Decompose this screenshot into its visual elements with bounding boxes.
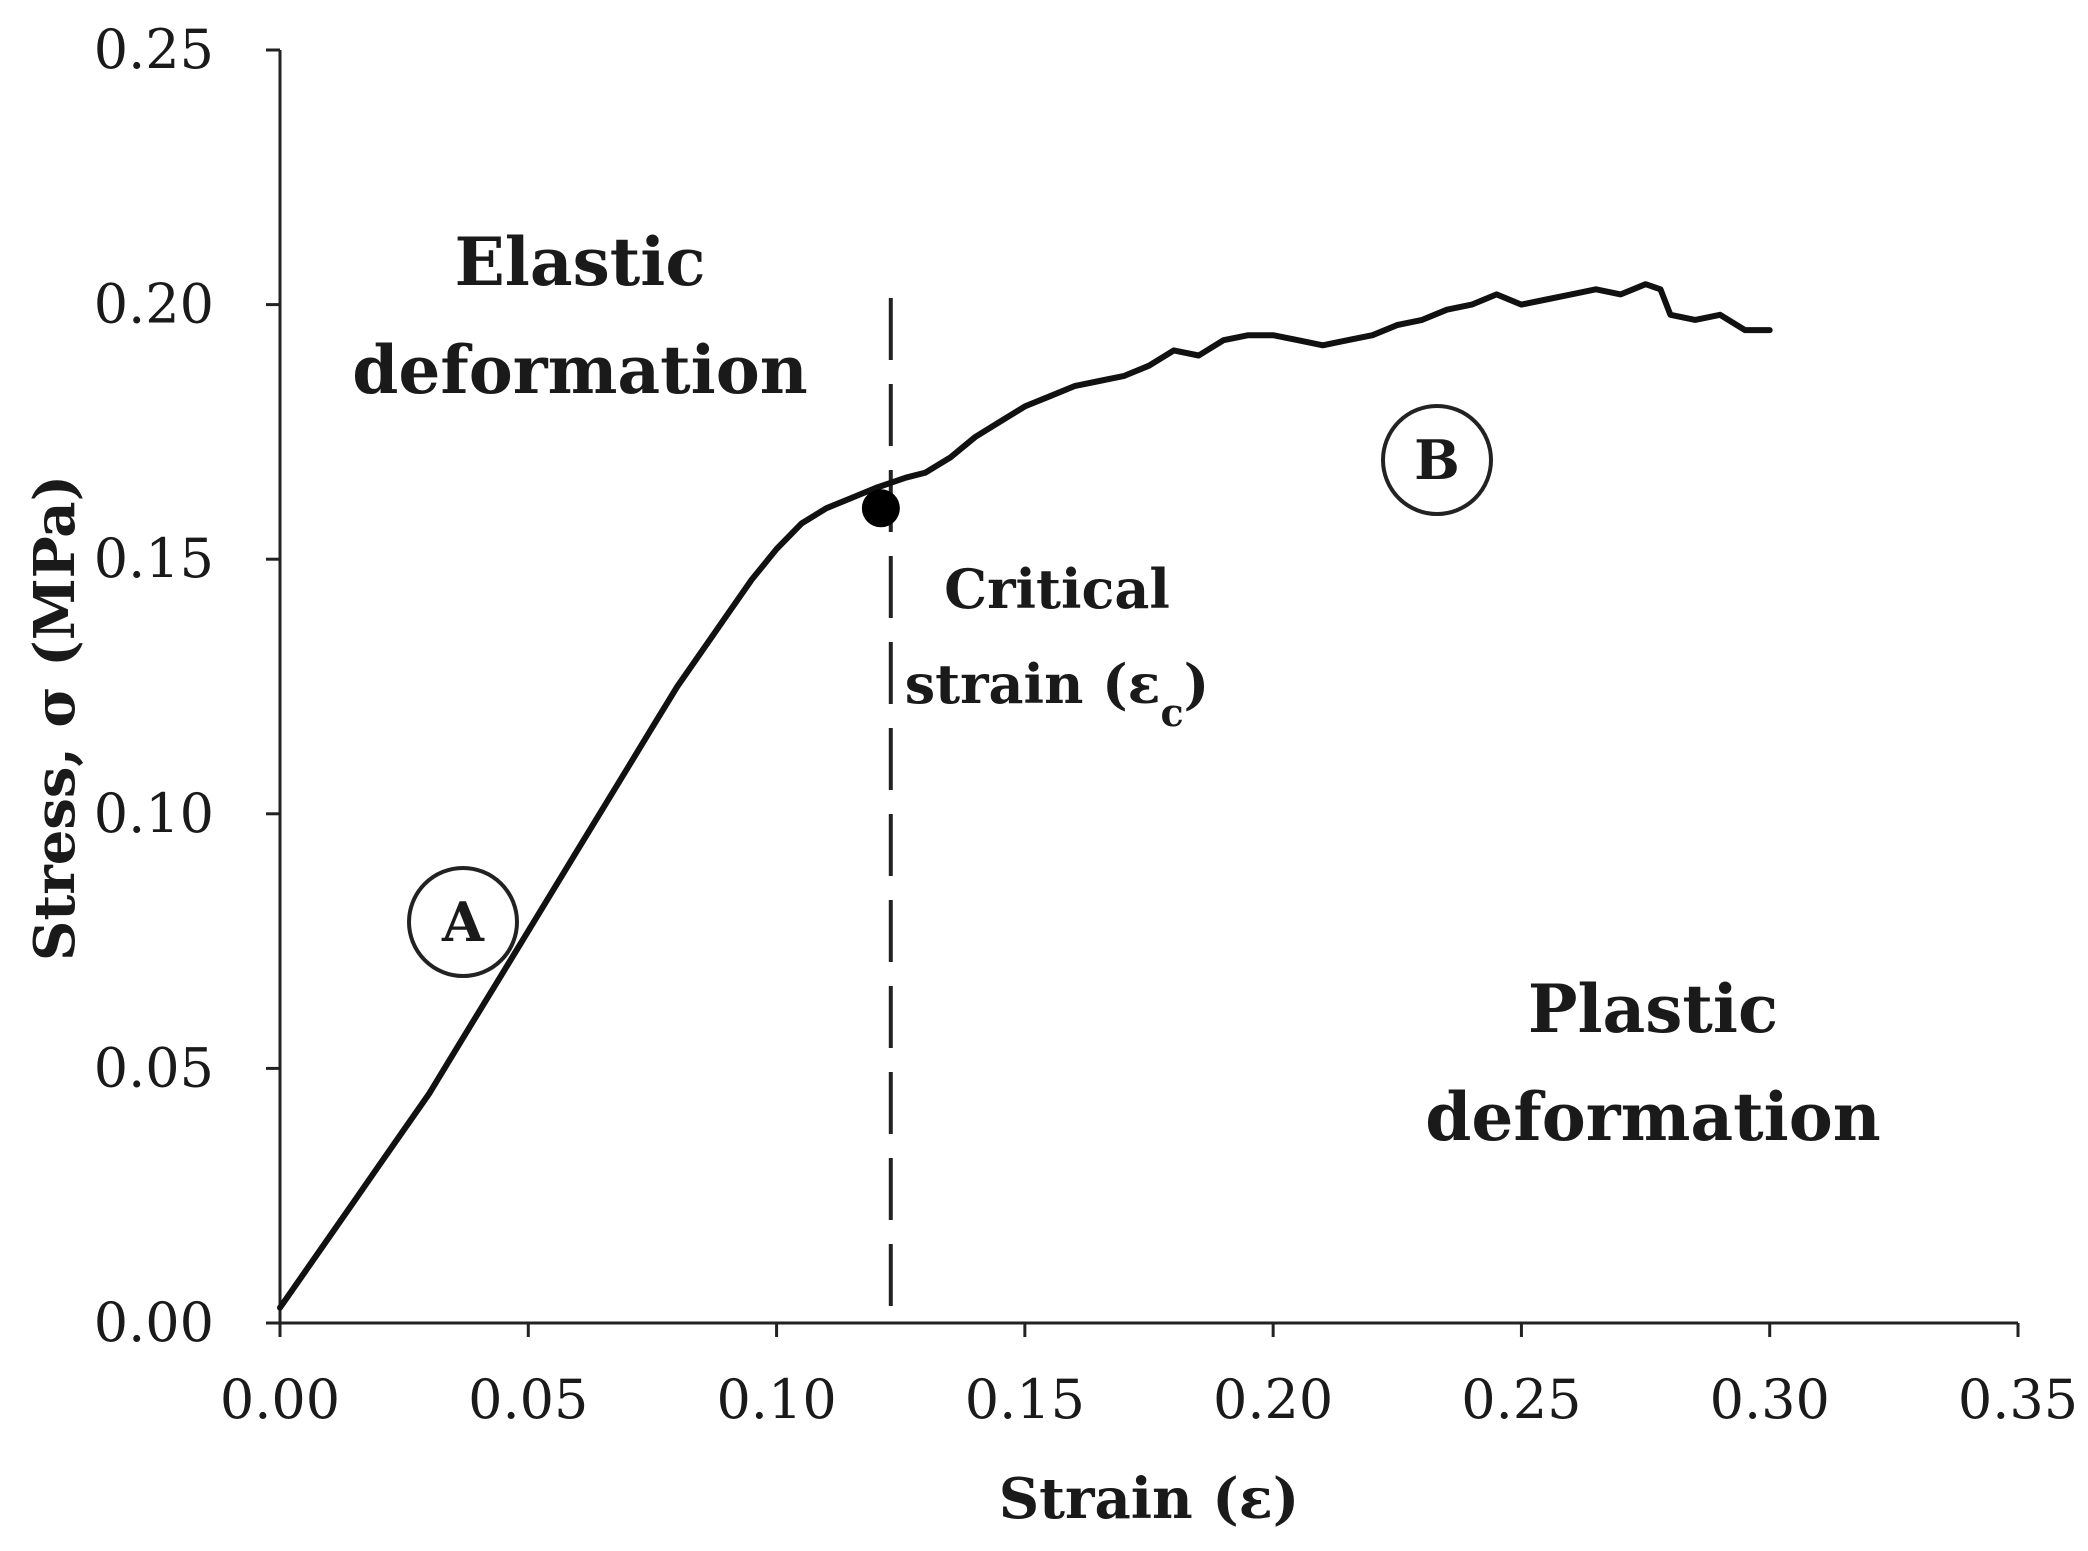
y-tick-label: 0.20 xyxy=(94,273,214,336)
elastic-label-line2: deformation xyxy=(352,331,808,409)
y-tick-label: 0.05 xyxy=(94,1036,214,1099)
x-ticks: 0.00 0.05 0.10 0.15 0.20 0.25 0.30 0.35 xyxy=(220,1323,2078,1431)
plastic-label-line2: deformation xyxy=(1425,1078,1881,1156)
y-tick-label: 0.25 xyxy=(94,18,214,81)
y-ticks: 0.00 0.05 0.10 0.15 0.20 0.25 xyxy=(94,18,280,1354)
x-tick-label: 0.00 xyxy=(220,1368,340,1431)
y-tick-label: 0.10 xyxy=(94,782,214,845)
axes xyxy=(278,50,2018,1325)
y-tick-label: 0.00 xyxy=(94,1291,214,1354)
critical-label-line1: Critical xyxy=(944,557,1170,621)
critical-label-prefix: strain (ε xyxy=(905,652,1161,716)
x-tick-label: 0.20 xyxy=(1213,1368,1333,1431)
critical-point-marker xyxy=(861,489,900,528)
region-b-letter: B xyxy=(1414,428,1460,492)
x-tick-label: 0.35 xyxy=(1958,1368,2078,1431)
x-tick-label: 0.05 xyxy=(468,1368,588,1431)
region-b-marker: B xyxy=(1381,404,1493,516)
x-axis-title: Strain (ε) xyxy=(999,1466,1300,1532)
critical-label-line2: strain (εc) xyxy=(905,652,1209,735)
region-a-circle xyxy=(407,866,519,978)
stress-strain-curve xyxy=(277,281,1773,1311)
x-tick-label: 0.10 xyxy=(716,1368,836,1431)
y-axis-title: Stress, σ (MPa) xyxy=(22,475,88,961)
elastic-label-line1: Elastic xyxy=(454,223,705,301)
region-b-circle xyxy=(1381,404,1493,516)
critical-label-suffix: ) xyxy=(1184,652,1210,716)
x-tick-label: 0.25 xyxy=(1461,1368,1581,1431)
region-a-letter: A xyxy=(441,890,485,954)
region-a-marker: A xyxy=(407,866,519,978)
y-tick-label: 0.15 xyxy=(94,527,214,590)
x-tick-label: 0.15 xyxy=(965,1368,1085,1431)
x-tick-label: 0.30 xyxy=(1710,1368,1830,1431)
critical-label-subscript: c xyxy=(1161,690,1184,735)
plastic-label-line1: Plastic xyxy=(1528,970,1778,1048)
